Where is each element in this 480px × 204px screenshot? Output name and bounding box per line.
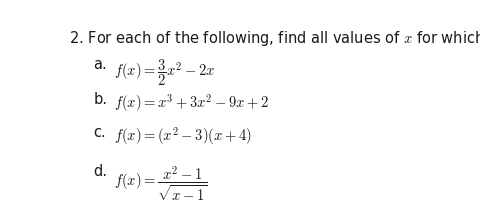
- Text: b.: b.: [94, 91, 108, 106]
- Text: $f(x) = x^3 + 3x^2 - 9x + 2$: $f(x) = x^3 + 3x^2 - 9x + 2$: [114, 91, 269, 113]
- Text: $f(x) = \dfrac{x^2 - 1}{\sqrt{x - 1}}$: $f(x) = \dfrac{x^2 - 1}{\sqrt{x - 1}}$: [114, 163, 207, 202]
- Text: d.: d.: [94, 163, 108, 178]
- Text: c.: c.: [94, 124, 106, 139]
- Text: $f(x) = (x^2 - 3)(x + 4)$: $f(x) = (x^2 - 3)(x + 4)$: [114, 124, 252, 146]
- Text: $f(x) = \dfrac{3}{2}x^2 - 2x$: $f(x) = \dfrac{3}{2}x^2 - 2x$: [114, 57, 215, 87]
- Text: a.: a.: [94, 57, 107, 72]
- Text: 2. For each of the following, find all values of $x$ for which $f^{\prime}(x) = : 2. For each of the following, find all v…: [69, 29, 480, 49]
